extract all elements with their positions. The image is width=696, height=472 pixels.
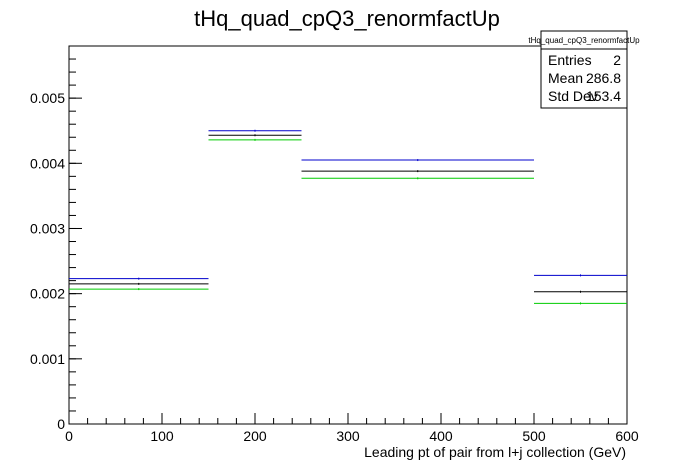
y-tick-label: 0.004 xyxy=(30,155,65,171)
stats-mean-value: 286.8 xyxy=(586,70,621,86)
stats-mean-label: Mean xyxy=(548,70,583,86)
x-tick-label: 500 xyxy=(522,428,546,444)
stats-box: tHq_quad_cpQ3_renormfactUp Entries 2 Mea… xyxy=(528,30,640,109)
x-tick-label: 400 xyxy=(429,428,453,444)
x-tick-label: 200 xyxy=(243,428,267,444)
chart-title: tHq_quad_cpQ3_renormfactUp xyxy=(194,6,500,31)
stats-entries-value: 2 xyxy=(613,52,621,68)
stats-stddev-value: 153.4 xyxy=(586,88,621,104)
y-tick-label: 0.003 xyxy=(30,220,65,236)
x-tick-label: 0 xyxy=(65,428,73,444)
x-tick-label: 100 xyxy=(150,428,174,444)
y-tick-label: 0.005 xyxy=(30,90,65,106)
series-1 xyxy=(69,134,627,293)
series-0 xyxy=(69,129,627,280)
x-tick-label: 300 xyxy=(336,428,360,444)
stats-box-title: tHq_quad_cpQ3_renormfactUp xyxy=(528,36,640,45)
x-axis-label: Leading pt of pair from l+j collection (… xyxy=(364,444,626,460)
y-axis: 0 0.001 0.002 0.003 0.004 0.005 xyxy=(30,45,82,432)
stats-entries-label: Entries xyxy=(548,52,592,68)
y-tick-label: 0.002 xyxy=(30,286,65,302)
stats-stddev-label: Std Dev xyxy=(548,88,598,104)
y-tick-label: 0.001 xyxy=(30,351,65,367)
x-tick-label: 600 xyxy=(615,428,639,444)
series-layer xyxy=(69,129,627,305)
y-tick-label: 0 xyxy=(57,416,65,432)
series-2 xyxy=(69,138,627,305)
x-axis: 0 100 200 300 400 500 600 xyxy=(65,413,639,444)
